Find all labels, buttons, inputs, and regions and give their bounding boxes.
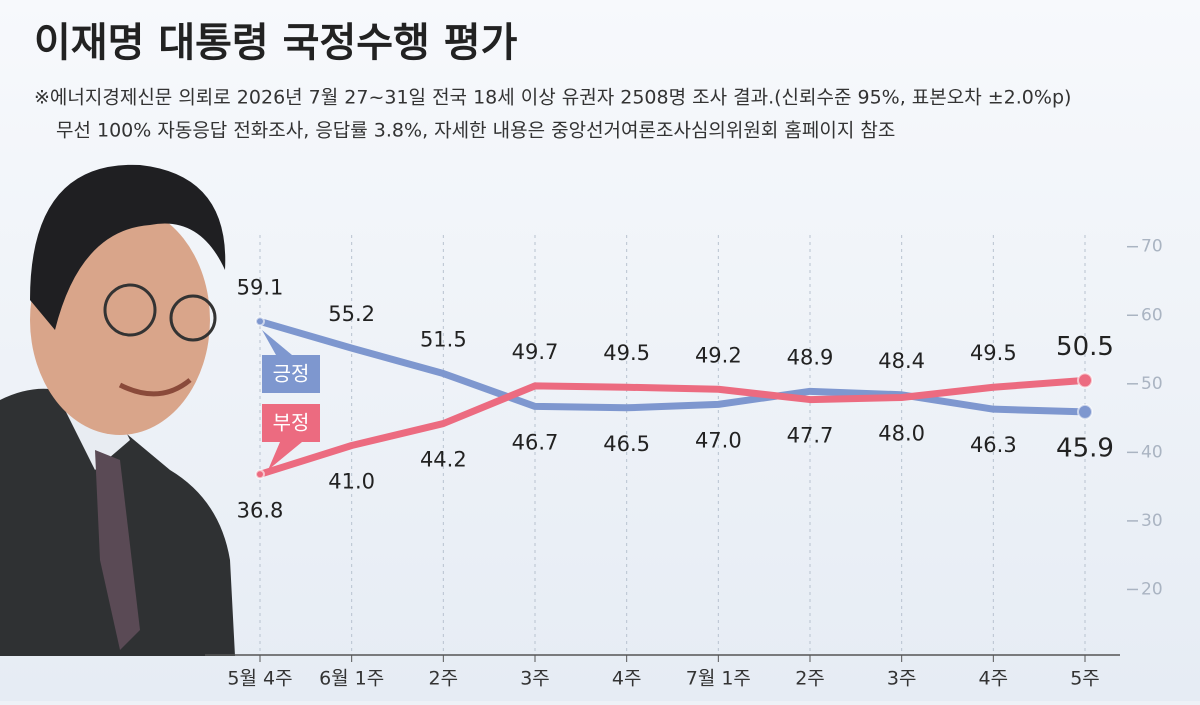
value-label: 36.8 [237, 498, 284, 522]
value-label: 46.7 [512, 430, 559, 454]
y-tick-label: 40 [1141, 442, 1163, 462]
x-tick-label: 4주 [979, 668, 1009, 690]
x-tick-label: 2주 [429, 668, 459, 690]
x-tick-label: 7월 1주 [686, 668, 751, 690]
x-tick-label: 2주 [795, 668, 825, 690]
legend-box [262, 330, 320, 393]
value-label: 48.9 [787, 345, 834, 369]
y-tick-label: 70 [1141, 237, 1163, 257]
value-label: 46.3 [970, 433, 1017, 457]
note: ※에너지경제신문 의뢰로 2026년 7월 27~31일 전국 18세 이상 유… [34, 87, 1071, 109]
series-line [259, 318, 1086, 416]
y-tick-label: 20 [1141, 579, 1163, 599]
series-line [258, 376, 1086, 478]
value-label: 59.1 [237, 275, 284, 299]
legend-label: 부정 [273, 411, 310, 435]
x-tick-label: 5월 4주 [227, 668, 292, 690]
value-label: 41.0 [328, 470, 375, 494]
point [1077, 372, 1093, 389]
value-label: 55.2 [328, 302, 375, 326]
value-label: 50.5 [1056, 332, 1114, 362]
value-label: 44.2 [420, 448, 467, 472]
value-label: 49.5 [603, 341, 650, 365]
y-tick-label: 60 [1141, 305, 1163, 325]
point [255, 469, 265, 480]
x-tick-label: 3주 [887, 668, 917, 690]
value-label: 51.5 [420, 328, 467, 352]
photo [0, 164, 235, 656]
point [1077, 403, 1093, 420]
chart-title: 이재명 대통령 국정수행 평가 [34, 20, 518, 66]
x-tick-label: 6월 1주 [319, 668, 384, 690]
value-label: 49.5 [970, 341, 1017, 365]
legend-box [262, 404, 320, 470]
value-label: 46.5 [603, 432, 650, 456]
value-label: 49.2 [695, 343, 742, 367]
y-tick-label: 50 [1141, 374, 1163, 394]
value-label: 45.9 [1056, 433, 1114, 463]
point [255, 316, 265, 327]
value-label: 48.4 [878, 349, 925, 373]
value-label: 49.7 [512, 340, 559, 364]
x-tick-label: 5주 [1070, 668, 1100, 690]
x-tick-label: 4주 [612, 668, 642, 690]
legend-callout: 긍정 부정 [262, 330, 320, 470]
y-tick-label: 30 [1141, 511, 1163, 531]
value-label: 47.7 [787, 424, 834, 448]
value-label: 48.0 [878, 422, 925, 446]
legend-label: 긍정 [273, 362, 310, 386]
note: 무선 100% 자동응답 전화조사, 응답률 3.8%, 자세한 내용은 중앙선… [56, 120, 895, 142]
value-label: 47.0 [695, 428, 742, 452]
x-tick-label: 3주 [520, 668, 550, 690]
